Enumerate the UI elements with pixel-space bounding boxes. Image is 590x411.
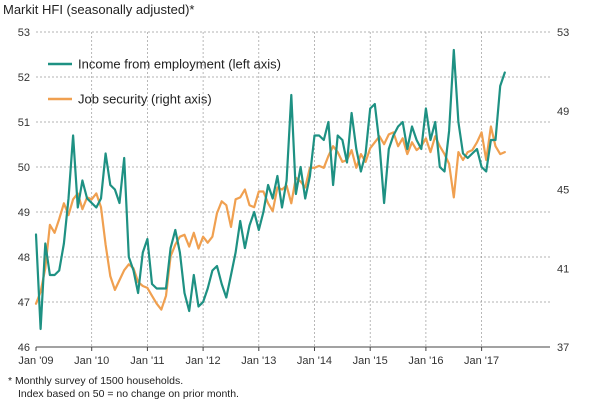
x-tick-label: Jan '14 (297, 355, 332, 367)
y-left-tick-label: 50 (18, 162, 30, 174)
y-left-tick-label: 46 (18, 342, 30, 354)
x-tick-label: Jan '16 (408, 355, 443, 367)
legend-label: Income from employment (left axis) (78, 57, 281, 72)
y-right-tick-label: 37 (557, 342, 569, 354)
x-tick-label: Jan '13 (241, 355, 276, 367)
x-tick-label: Jan '10 (74, 355, 109, 367)
legend: Income from employment (left axis) Job se… (48, 57, 281, 107)
y-left-tick-label: 52 (18, 72, 30, 84)
series-layer (34, 48, 506, 331)
y-left-tick-label: 53 (18, 27, 30, 39)
job-security-line (34, 125, 506, 311)
footnote-line-2: Index based on 50 = no change on prior m… (18, 388, 239, 400)
y-right-tick-label: 49 (557, 106, 569, 118)
legend-label: Job security (right axis) (78, 92, 212, 107)
x-tick-label: Jan '09 (18, 355, 53, 367)
footnote: * Monthly survey of 1500 households. Ind… (8, 375, 239, 401)
axis-layer: Jan '09 Jan '10 Jan '11 Jan '12 Jan '13 Jan '… (18, 27, 570, 367)
chart-title: Markit HFI (seasonally adjusted)* (3, 2, 195, 17)
y-left-tick-label: 47 (18, 297, 30, 309)
x-tick-label: Jan '17 (464, 355, 499, 367)
footnote-line-1: * Monthly survey of 1500 households. (8, 375, 184, 387)
x-tick-label: Jan '12 (186, 355, 221, 367)
x-tick-label: Jan '15 (353, 355, 388, 367)
y-left-tick-label: 51 (18, 117, 30, 129)
y-left-tick-label: 48 (18, 252, 30, 264)
y-right-tick-label: 45 (557, 185, 569, 197)
grid-layer (36, 31, 550, 347)
x-tick-label: Jan '11 (130, 355, 164, 367)
y-right-tick-label: 53 (557, 27, 569, 39)
y-left-tick-label: 49 (18, 207, 30, 219)
income-from-employment-line (34, 48, 506, 331)
y-right-tick-label: 41 (557, 263, 569, 275)
